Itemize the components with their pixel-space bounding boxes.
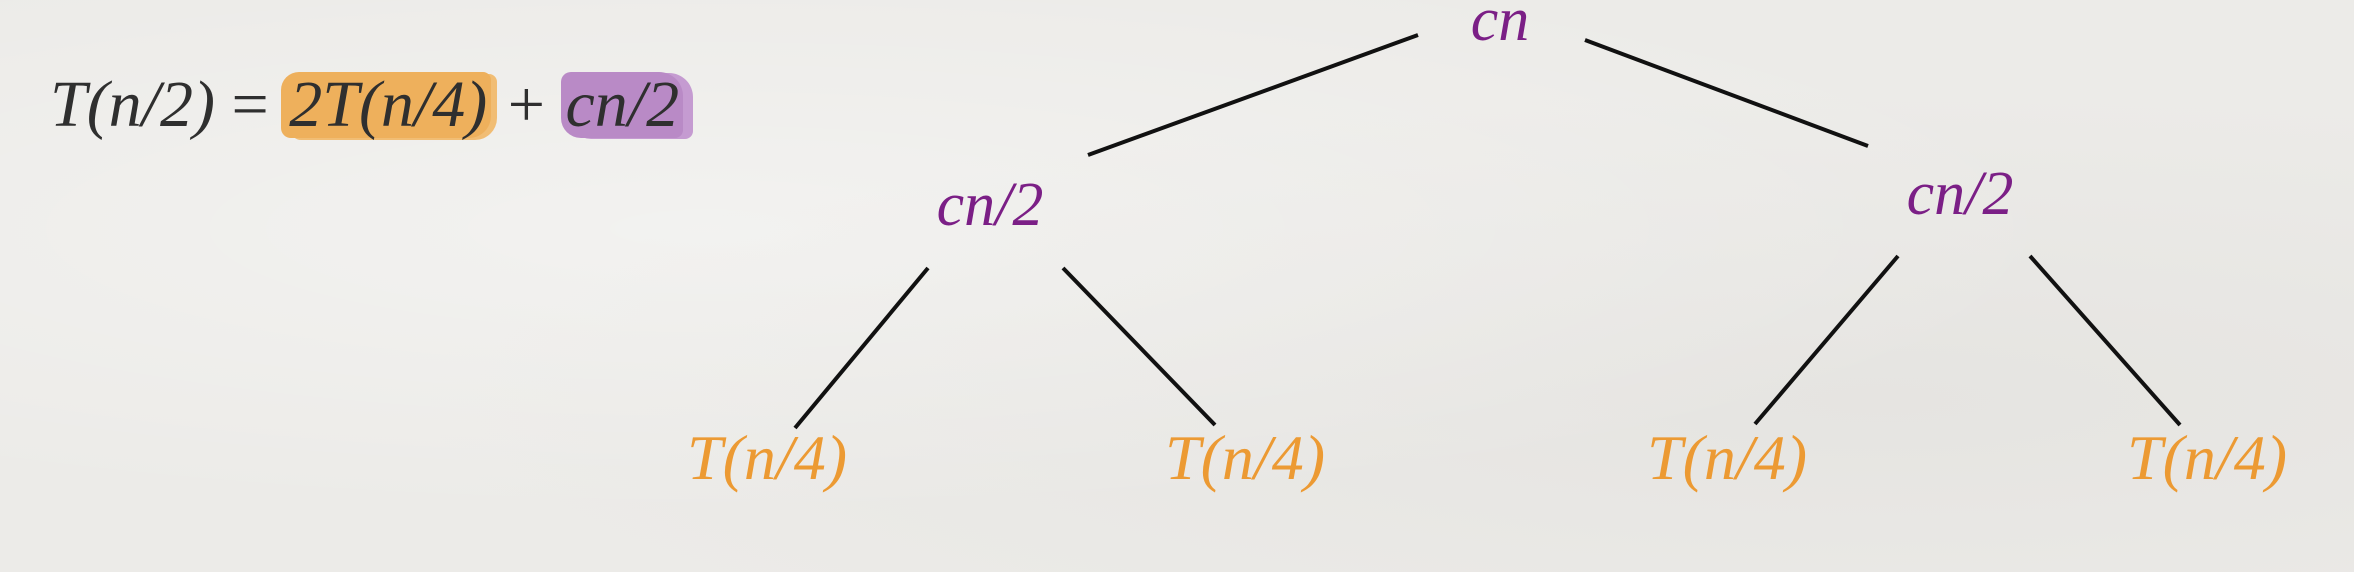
edge-root-left (1087, 33, 1419, 157)
tree-leaf-node-4: T(n/4) (2127, 422, 2287, 493)
tree-leaf-node-1: T(n/4) (687, 422, 847, 493)
equation-work-term: cn/2 (561, 72, 684, 138)
tree-leaf-node-3: T(n/4) (1647, 422, 1807, 493)
edge-left-to-leaf2 (1061, 266, 1217, 427)
edge-left-to-leaf1 (793, 266, 930, 430)
edge-right-to-leaf4 (2028, 254, 2182, 427)
equation-equals: = (215, 68, 286, 141)
equation-lhs: T(n/2) (50, 68, 215, 141)
edge-root-right (1584, 38, 1869, 148)
edge-right-to-leaf3 (1753, 254, 1900, 426)
tree-level1-node-right: cn/2 (1906, 160, 2014, 228)
equation-plus: + (491, 68, 562, 141)
equation-recursive-term: 2T(n/4) (285, 72, 492, 138)
tree-level1-node-left: cn/2 (936, 171, 1044, 239)
tree-root-node: cn (1470, 0, 1530, 54)
recurrence-equation: T(n/2) = 2T(n/4) + cn/2 (50, 72, 684, 138)
tree-leaf-node-2: T(n/4) (1165, 422, 1325, 493)
